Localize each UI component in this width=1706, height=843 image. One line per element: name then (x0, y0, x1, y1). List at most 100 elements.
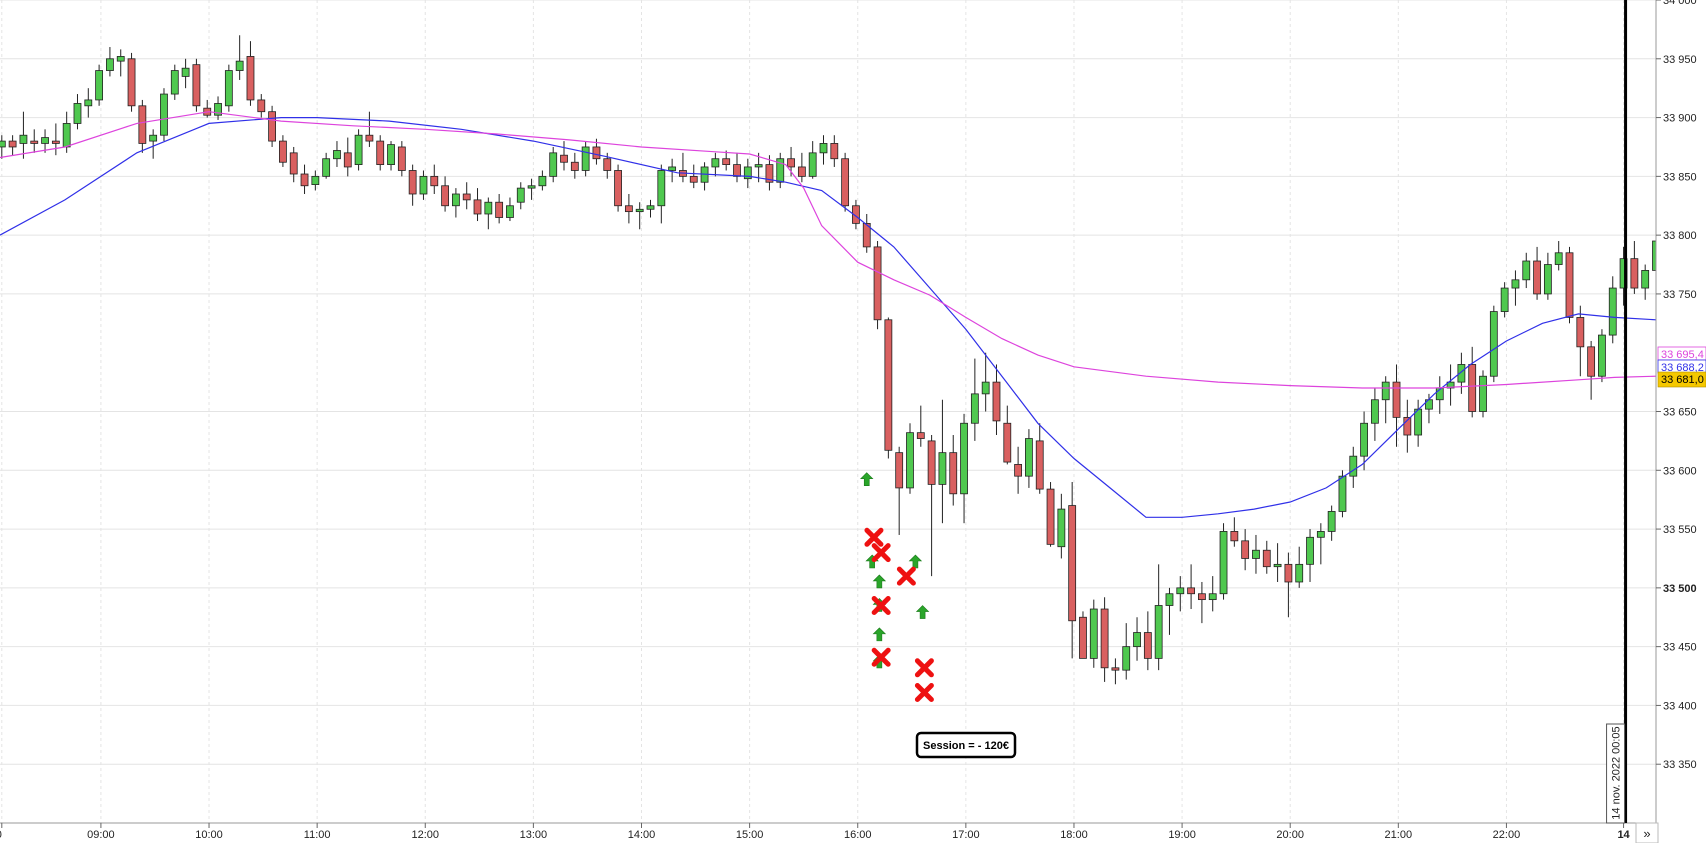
buy-arrow-icon (860, 472, 874, 486)
time-axis-background (0, 823, 1656, 843)
candle-body-up (73, 103, 82, 124)
candle-body-up (506, 205, 514, 218)
x-tick-label: 12:00 (411, 829, 439, 841)
x-tick-label: 21:00 (1385, 829, 1413, 841)
candlestick-series (0, 35, 1660, 685)
candle-body-up (1306, 536, 1314, 565)
sell-cross-icon (871, 647, 891, 667)
candle-body-down (852, 205, 860, 224)
candle-body-up (1252, 549, 1260, 559)
candle-body-up (1154, 605, 1163, 659)
candle-body-up (657, 170, 666, 207)
candle-body-down (1068, 505, 1077, 622)
sell-cross-icon (914, 682, 934, 702)
candle-body-down (343, 152, 352, 168)
candle-body-down (279, 140, 287, 163)
candle-body-up (1176, 587, 1185, 595)
candle-body-up (160, 93, 168, 136)
candle-body-down (624, 205, 633, 213)
candle-body-up (1381, 381, 1390, 401)
candle-body-down (603, 158, 612, 171)
candle-body-down (462, 193, 471, 201)
candle-body-down (1241, 540, 1250, 559)
candle-body-up (938, 452, 947, 485)
candle-body-down (289, 152, 298, 175)
x-tick-label: 14:00 (628, 829, 656, 841)
last-price-box (1657, 371, 1706, 388)
candle-body-up (0, 140, 6, 148)
candle-body-down (733, 164, 741, 177)
candle-body-up (1273, 563, 1282, 568)
candle-body-up (1219, 531, 1228, 595)
x-tick-label: 19:00 (1168, 829, 1196, 841)
candle-body-up (451, 193, 460, 207)
candle-body-down (1576, 317, 1585, 348)
candle-body-down (787, 158, 795, 168)
candle-body-up (1057, 508, 1066, 548)
candle-body-up (106, 58, 114, 71)
candle-body-up (1489, 311, 1498, 377)
candle-body-up (906, 432, 914, 489)
candle-body-up (981, 381, 990, 395)
sell-cross-icon (914, 658, 934, 678)
scroll-right-button[interactable]: » (1635, 822, 1659, 843)
y-tick-label: 33 950 (1663, 54, 1697, 66)
candle-body-up (354, 134, 363, 165)
candle-body-up (538, 175, 547, 187)
candle-body-down (560, 154, 568, 163)
candle-body-up (1511, 279, 1520, 289)
candle-body-up (224, 70, 233, 107)
candle-body-up (970, 393, 979, 424)
candle-body-up (1089, 608, 1098, 659)
candle-body-up (170, 70, 179, 95)
candle-body-up (754, 164, 763, 168)
candle-body-up (549, 152, 558, 177)
candle-body-down (246, 56, 255, 101)
session-result-box: Session = - 120€ (915, 731, 1017, 759)
candle-body-down (765, 164, 774, 183)
double-chevron-right-icon[interactable]: » (1643, 826, 1650, 841)
series-price-label: 33 681,0 (1661, 374, 1704, 386)
candle-body-down (1533, 260, 1541, 295)
x-tick-label: 20:00 (1276, 829, 1304, 841)
candle-body-up (1208, 593, 1217, 601)
candle-body-down (495, 201, 504, 218)
candle-body-down (257, 99, 266, 113)
sell-cross-icon (896, 566, 916, 586)
candle-body-up (1598, 334, 1606, 377)
candle-body-up (1327, 511, 1336, 532)
candle-body-up (1349, 455, 1358, 477)
candle-body-up (84, 99, 93, 107)
candle-body-up (1641, 270, 1650, 289)
candle-body-down (916, 432, 925, 439)
candle-body-up (1500, 287, 1509, 312)
candle-body-down (1587, 346, 1596, 377)
buy-arrow-icon (872, 627, 887, 642)
candle-body-up (1165, 593, 1174, 606)
candle-body-down (992, 381, 1001, 422)
candle-body-up (1122, 646, 1131, 671)
candle-body-up (1446, 381, 1455, 389)
candle-body-up (635, 208, 644, 213)
y-tick-label: 33 550 (1663, 524, 1697, 536)
candle-body-up (1316, 531, 1325, 538)
candle-body-down (862, 222, 871, 248)
x-tick-label: 09:00 (87, 829, 115, 841)
candle-body-down (30, 140, 39, 144)
candle-body-up (19, 134, 28, 144)
candle-body-up (581, 146, 590, 171)
candle-body-up (1338, 475, 1347, 512)
candle-body-up (235, 60, 244, 71)
candle-body-up (1414, 408, 1423, 436)
candle-body-up (711, 158, 720, 168)
candle-body-down (1392, 381, 1401, 418)
candle-body-up (1133, 632, 1141, 648)
x-tick-label: 18:00 (1060, 829, 1088, 841)
series-price-label: 33 688,2 (1661, 362, 1704, 374)
candle-body-down (841, 158, 850, 207)
candle-body-down (1468, 364, 1477, 412)
candle-body-up (116, 56, 125, 62)
time-cursor[interactable]: 14 nov. 2022 00:05 (1606, 0, 1628, 824)
